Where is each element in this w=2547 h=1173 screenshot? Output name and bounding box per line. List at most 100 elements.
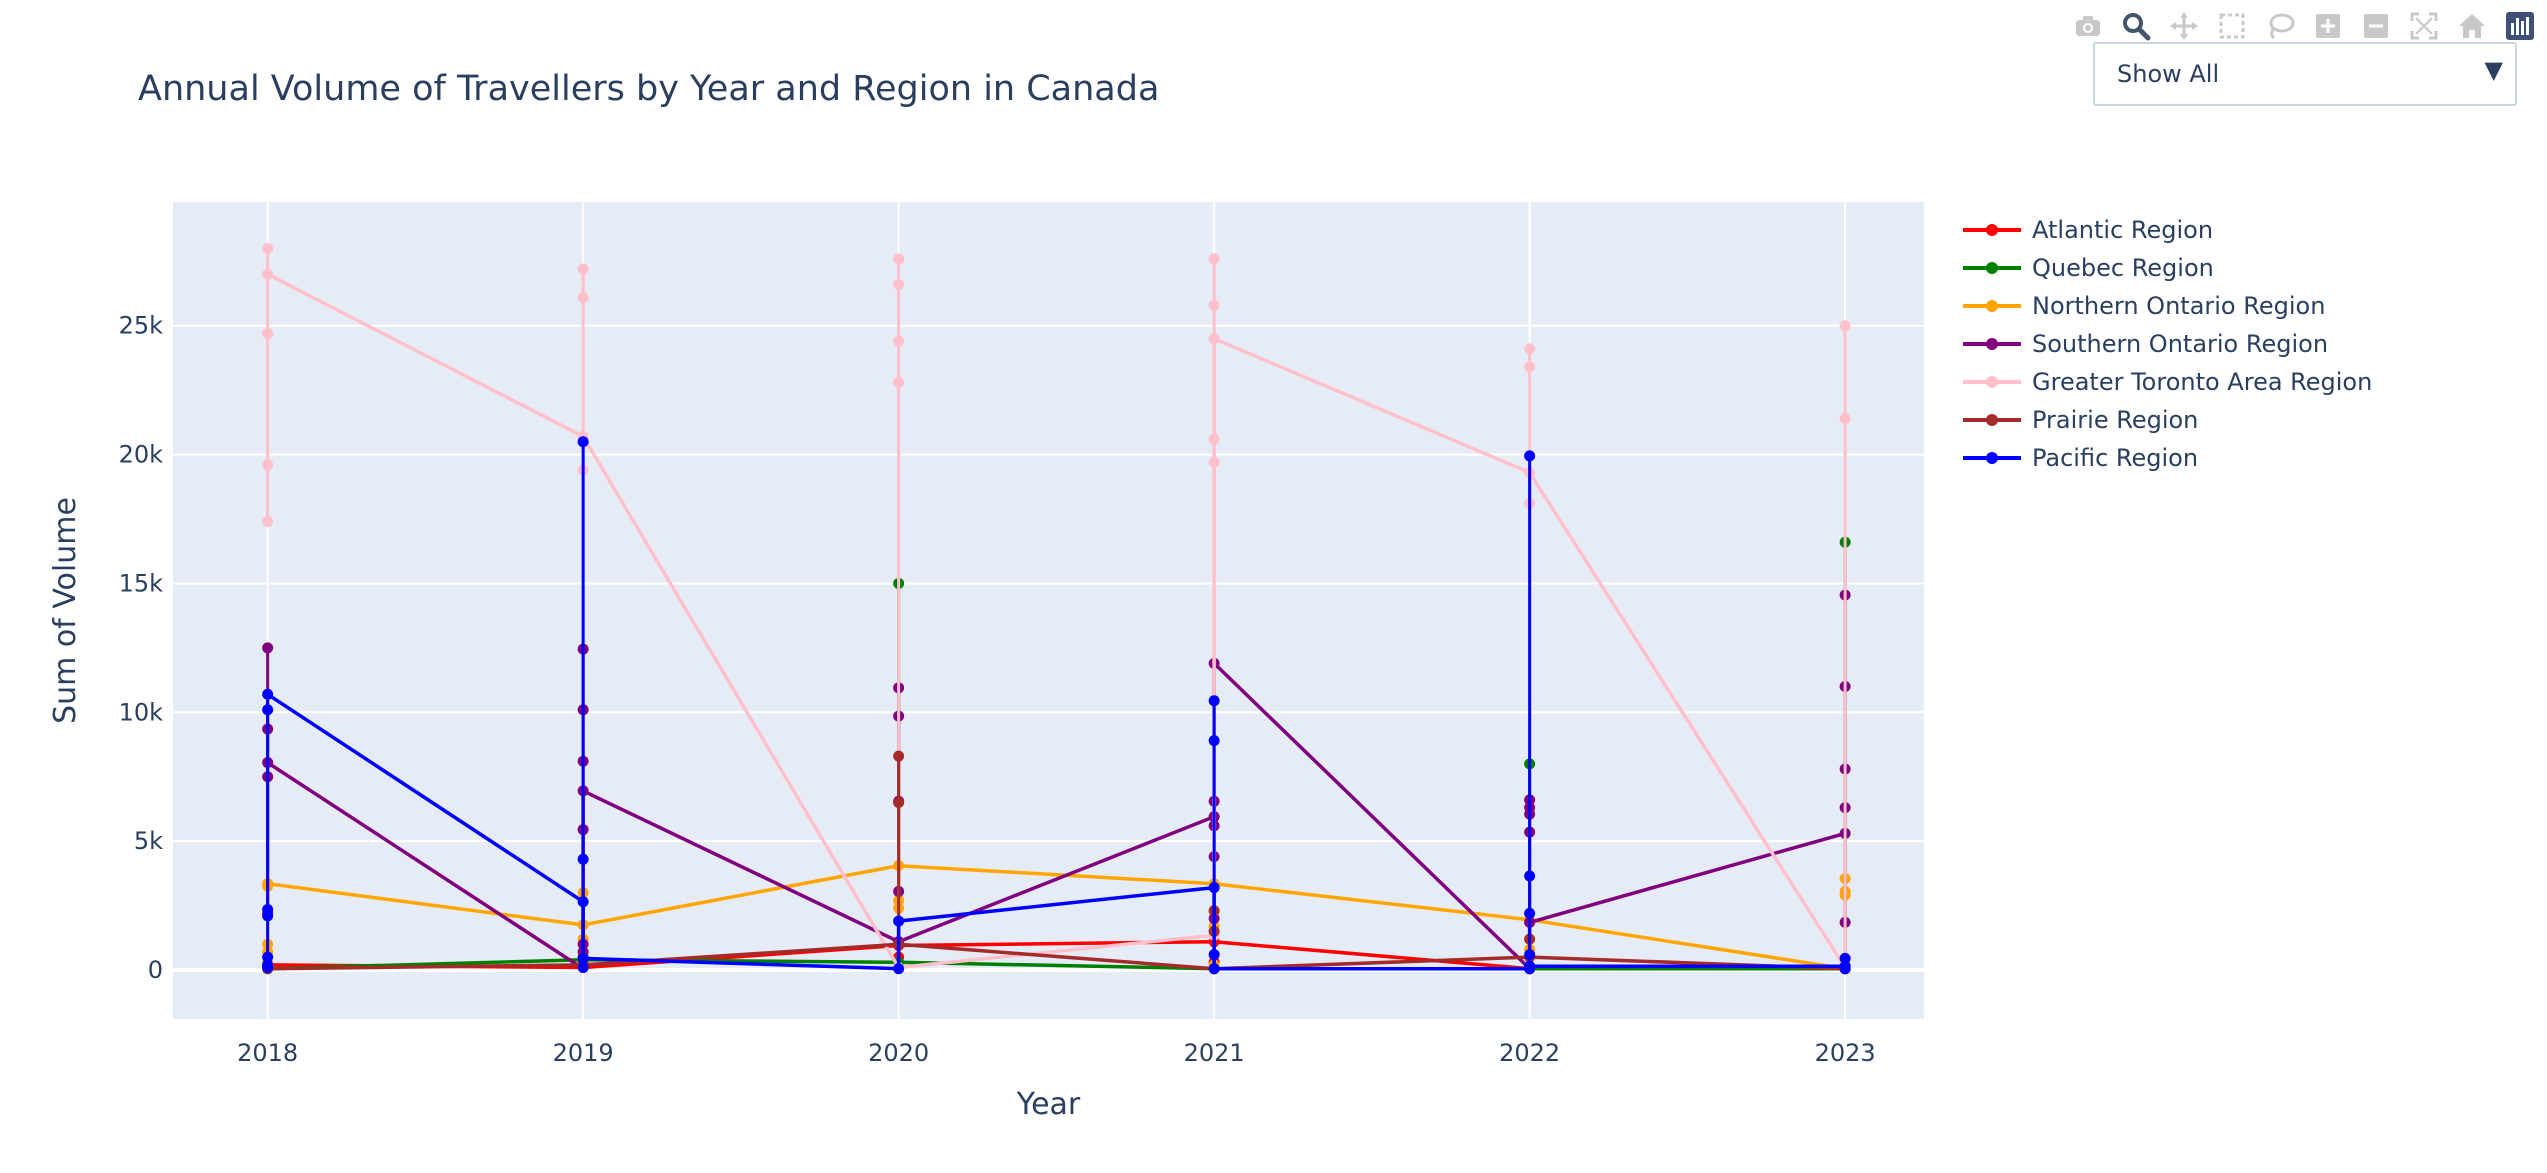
- x-tick-label: 2022: [1499, 1039, 1560, 1067]
- data-point[interactable]: [262, 459, 274, 471]
- legend-marker: [1986, 224, 1998, 236]
- data-point[interactable]: [577, 263, 589, 275]
- data-point[interactable]: [262, 327, 274, 339]
- data-point[interactable]: [1524, 870, 1536, 882]
- data-point[interactable]: [893, 376, 905, 388]
- legend-marker: [1986, 300, 1998, 312]
- legend-label: Southern Ontario Region: [2032, 330, 2328, 358]
- x-tick-label: 2020: [868, 1039, 929, 1067]
- legend: Atlantic Region Quebec Region Northern Ont…: [1963, 216, 2372, 472]
- data-point[interactable]: [262, 242, 274, 254]
- data-point[interactable]: [262, 516, 274, 528]
- data-point[interactable]: [262, 642, 274, 654]
- data-point[interactable]: [1524, 450, 1536, 462]
- data-point[interactable]: [262, 951, 274, 963]
- legend-label: Quebec Region: [2032, 254, 2214, 282]
- plot-area[interactable]: [173, 202, 1924, 1019]
- x-tick-label: 2018: [237, 1039, 298, 1067]
- data-point[interactable]: [1208, 882, 1220, 894]
- data-point[interactable]: [577, 952, 589, 964]
- data-point[interactable]: [577, 853, 589, 865]
- data-point[interactable]: [1208, 333, 1220, 345]
- data-point[interactable]: [577, 961, 589, 973]
- legend-label: Prairie Region: [2032, 406, 2198, 434]
- data-point[interactable]: [577, 291, 589, 303]
- modebar: [2069, 8, 2539, 44]
- data-point[interactable]: [893, 335, 905, 347]
- legend-label: Greater Toronto Area Region: [2032, 368, 2372, 396]
- x-tick-label: 2019: [553, 1039, 614, 1067]
- legend-item[interactable]: Southern Ontario Region: [1963, 330, 2328, 358]
- data-point[interactable]: [1208, 253, 1220, 265]
- data-point[interactable]: [893, 253, 905, 265]
- data-point[interactable]: [1208, 433, 1220, 445]
- zoom-in-icon[interactable]: [2309, 8, 2347, 44]
- y-tick-label: 10k: [119, 698, 164, 726]
- data-point[interactable]: [893, 797, 905, 809]
- data-point[interactable]: [1208, 963, 1220, 975]
- y-tick-label: 20k: [119, 441, 164, 469]
- box-select-icon[interactable]: [2213, 8, 2251, 44]
- legend-item[interactable]: Quebec Region: [1963, 254, 2214, 282]
- data-point[interactable]: [893, 278, 905, 290]
- data-point[interactable]: [1524, 907, 1536, 919]
- y-axis-title: Sum of Volume: [48, 497, 83, 724]
- data-point[interactable]: [262, 961, 274, 973]
- zoom-icon[interactable]: [2117, 8, 2155, 44]
- x-axis-title: Year: [1016, 1087, 1081, 1122]
- legend-marker: [1986, 414, 1998, 426]
- data-point[interactable]: [1839, 320, 1851, 332]
- legend-item[interactable]: Atlantic Region: [1963, 216, 2213, 244]
- legend-label: Pacific Region: [2032, 444, 2198, 472]
- legend-item[interactable]: Pacific Region: [1963, 444, 2198, 472]
- series-line[interactable]: [267, 957, 1846, 971]
- data-point[interactable]: [1208, 456, 1220, 468]
- data-point[interactable]: [262, 268, 274, 280]
- data-point[interactable]: [1524, 963, 1536, 975]
- data-point[interactable]: [577, 436, 589, 448]
- data-point[interactable]: [262, 688, 274, 700]
- data-point[interactable]: [1208, 695, 1220, 707]
- reset-axes-icon[interactable]: [2453, 8, 2491, 44]
- lasso-select-icon[interactable]: [2261, 8, 2299, 44]
- data-point[interactable]: [1208, 949, 1220, 961]
- data-point[interactable]: [577, 896, 589, 908]
- y-axis-ticks: 0 5k 10k 15k 20k 25k: [119, 312, 164, 984]
- legend-marker: [1986, 338, 1998, 350]
- zoom-out-icon[interactable]: [2357, 8, 2395, 44]
- data-point[interactable]: [893, 963, 905, 975]
- data-point[interactable]: [1839, 952, 1851, 964]
- data-point[interactable]: [893, 750, 905, 762]
- camera-icon[interactable]: [2069, 8, 2107, 44]
- series-group: [262, 436, 1851, 975]
- data-point[interactable]: [1524, 361, 1536, 373]
- pan-icon[interactable]: [2165, 8, 2203, 44]
- chart-title: Annual Volume of Travellers by Year and …: [138, 69, 1159, 109]
- data-point[interactable]: [262, 910, 274, 922]
- plotly-logo-icon[interactable]: [2501, 8, 2539, 44]
- x-tick-label: 2023: [1815, 1039, 1876, 1067]
- filter-dropdown[interactable]: Show All ▼: [2093, 42, 2517, 106]
- series-line[interactable]: [267, 942, 1846, 971]
- data-point[interactable]: [1839, 412, 1851, 424]
- data-point[interactable]: [1524, 343, 1536, 355]
- x-tick-label: 2021: [1184, 1039, 1245, 1067]
- data-point[interactable]: [1839, 963, 1851, 975]
- series-line[interactable]: [267, 863, 1846, 971]
- legend-item[interactable]: Greater Toronto Area Region: [1963, 368, 2372, 396]
- legend-label: Northern Ontario Region: [2032, 292, 2325, 320]
- autoscale-icon[interactable]: [2405, 8, 2443, 44]
- legend-item[interactable]: Prairie Region: [1963, 406, 2198, 434]
- x-axis-ticks: 2018 2019 2020 2021 2022 2023: [237, 1039, 1876, 1067]
- data-point[interactable]: [1208, 735, 1220, 747]
- legend-label: Atlantic Region: [2032, 216, 2213, 244]
- legend-item[interactable]: Northern Ontario Region: [1963, 292, 2325, 320]
- legend-marker: [1986, 376, 1998, 388]
- data-point[interactable]: [1524, 949, 1536, 961]
- y-tick-label: 15k: [119, 569, 164, 597]
- y-tick-label: 5k: [134, 827, 163, 855]
- data-point[interactable]: [262, 704, 274, 716]
- data-point[interactable]: [1208, 299, 1220, 311]
- data-point[interactable]: [893, 915, 905, 927]
